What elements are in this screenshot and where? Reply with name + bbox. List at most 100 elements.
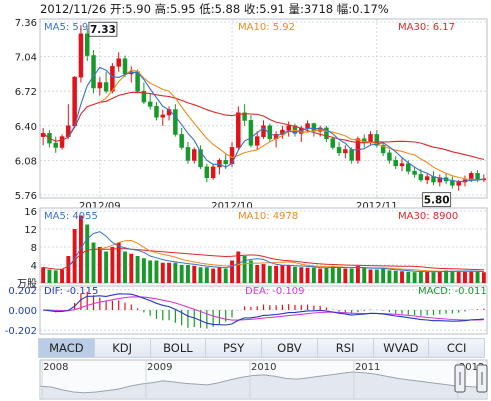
candle-body [154, 106, 159, 118]
candle-body [399, 163, 405, 167]
candle-body [141, 90, 147, 103]
volume-bar [274, 265, 279, 283]
volume-bar [211, 268, 216, 283]
volume-bar [400, 271, 404, 283]
navigator-left-handle[interactable] [454, 364, 466, 393]
candle-body [53, 142, 58, 148]
price-x-tick-label: 2012/10 [211, 201, 253, 212]
volume-bar [362, 267, 367, 283]
price-panel: 7.36 7.04 6.72 6.40 6.08 5.76 2012/09 2012/10 20… [15, 18, 488, 212]
volume-bar [368, 269, 373, 283]
volume-legend-ma10: MA10: 4978 [238, 211, 298, 222]
navigator-year-label: 2010 [251, 362, 276, 373]
candle-body [349, 149, 354, 161]
tab-macd[interactable]: MACD [39, 339, 95, 357]
candle-body [110, 66, 115, 92]
volume-legend-ma30: MA30: 8900 [398, 211, 458, 222]
price-legend-ma10: MA10: 5.92 [238, 22, 295, 33]
tab-psy[interactable]: PSY [206, 339, 262, 357]
tab-obv[interactable]: OBV [262, 339, 318, 357]
volume-bar [192, 265, 197, 283]
candle-body [418, 174, 424, 181]
candle-body [456, 181, 461, 186]
navigator-panel[interactable]: 2008 2009 2010 2011 2012 [39, 359, 488, 400]
volume-bar [311, 267, 316, 283]
volume-bar [318, 268, 323, 283]
price-x-tick-label: 2012/11 [356, 201, 398, 212]
ma30-line [42, 91, 485, 161]
volume-bar [450, 270, 455, 283]
candle-body [330, 138, 336, 148]
macd-y-tick-label: 0.000 [8, 306, 37, 317]
candle-body [450, 180, 455, 186]
volume-bar [374, 269, 379, 283]
candle-body [248, 120, 254, 146]
tab-cci[interactable]: CCI [446, 341, 467, 355]
volume-bar [236, 251, 241, 283]
volume-bar [412, 272, 417, 283]
volume-bar [299, 267, 304, 283]
volume-bar [185, 265, 190, 283]
candle-body [217, 160, 222, 168]
volume-panel: 16 12 8 4 万股 MA5: 4055 MA10: 4978 MA30: 8900 [17, 207, 488, 290]
volume-bar [337, 267, 342, 283]
price-y-tick-label: 5.76 [15, 191, 37, 202]
candle-body [122, 58, 128, 75]
volume-bar [293, 266, 297, 283]
volume-bar [481, 272, 486, 283]
tab-kdj[interactable]: KDJ [95, 339, 151, 357]
macd-legend-down: MACD: -0.011 [418, 286, 487, 297]
candle-body [336, 147, 342, 154]
ma5-line [67, 66, 485, 183]
volume-bar [173, 262, 178, 283]
navigator-year-label: 2012 [459, 362, 484, 373]
volume-bar [53, 270, 58, 283]
volume-bar [456, 270, 461, 283]
volume-bar [255, 265, 260, 283]
volume-legend-ma5: MA5: 4055 [44, 211, 98, 222]
candle-body [204, 166, 210, 178]
volume-bar [78, 215, 83, 283]
dea-line [43, 296, 484, 321]
volume-bar [47, 269, 52, 283]
volume-bar [110, 247, 115, 283]
navigator-right-handle[interactable] [476, 364, 488, 393]
tab-rsi[interactable]: RSI [318, 339, 374, 357]
candle-body [412, 170, 417, 175]
volume-bar [248, 260, 253, 283]
macd-legend-dif: DIF: -0.115 [44, 286, 98, 297]
tab-boll[interactable]: BOLL [151, 339, 207, 357]
price-y-tick-label: 6.40 [15, 122, 37, 133]
volume-bar [123, 251, 127, 283]
volume-bar [444, 270, 449, 283]
indicator-tabs: MACD KDJ BOLL PSY OBV RSI WVAD CCI [38, 338, 485, 358]
navigator-year-label: 2008 [43, 362, 68, 373]
volume-bar [91, 242, 96, 283]
candle-body [242, 112, 247, 121]
price-y-tick-label: 6.72 [15, 87, 37, 98]
candle-body [210, 166, 216, 178]
volume-bar [104, 251, 109, 283]
header-ohlc-text: 2012/11/26 开:5.90 高:5.95 低:5.88 收:5.91 量… [40, 2, 389, 16]
candle-body [160, 114, 166, 118]
candle-body [198, 149, 203, 168]
navigator-year-label: 2009 [147, 362, 172, 373]
volume-bar [267, 265, 272, 283]
volume-y-tick-label: 8 [31, 243, 37, 254]
candle-body [424, 176, 430, 181]
volume-bar [85, 224, 90, 283]
candle-body [380, 144, 386, 154]
tab-wvad[interactable]: WVAD [374, 339, 430, 357]
candle-body [475, 173, 480, 181]
volume-bar [406, 271, 411, 283]
volume-bar [330, 265, 335, 283]
candle-body [223, 160, 228, 164]
navigator-area [40, 372, 487, 398]
volume-bar [242, 256, 247, 283]
price-y-tick-label: 6.08 [15, 156, 37, 167]
volume-ma30-line [43, 248, 484, 271]
candle-body [286, 125, 291, 131]
volume-bar [97, 247, 102, 283]
volume-bar [135, 256, 140, 283]
price-legend-ma5: MA5: 5.91 [44, 22, 95, 33]
